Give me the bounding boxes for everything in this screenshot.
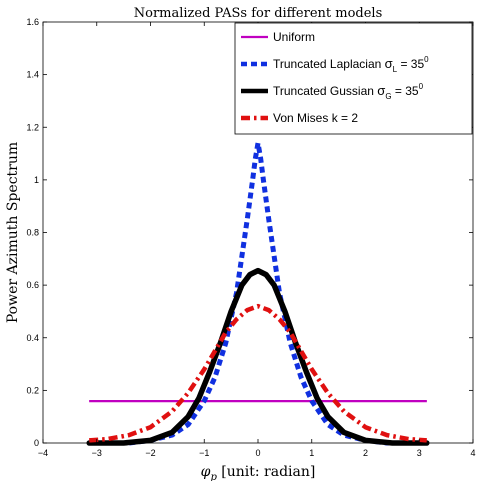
y-axis-label: Power Azimuth Spectrum xyxy=(5,142,21,323)
x-tick-label: 4 xyxy=(470,448,475,458)
x-tick-label: −4 xyxy=(38,448,48,458)
y-axis-ticks: 0 0.2 0.4 0.6 0.8 1 1.2 1.4 1.6 xyxy=(26,17,473,448)
x-tick-label: −3 xyxy=(92,448,102,458)
y-tick-label: 1.2 xyxy=(26,122,39,132)
legend-label-3: Von Mises k = 2 xyxy=(273,111,358,125)
y-tick-label: 1.6 xyxy=(26,17,39,27)
y-tick-label: 1.4 xyxy=(26,70,39,80)
legend: Uniform Truncated Laplacian σL = 350 Trunc… xyxy=(234,22,473,135)
y-tick-label: 0 xyxy=(34,438,39,448)
series-line-3 xyxy=(89,303,427,443)
y-tick-label: 0.8 xyxy=(26,228,39,238)
y-tick-label: 1 xyxy=(34,175,39,185)
x-axis-ticks: −4 −3 −2 −1 0 1 2 3 4 xyxy=(38,22,476,458)
x-tick-label: 3 xyxy=(417,448,422,458)
y-tick-label: 0.2 xyxy=(26,385,39,395)
x-tick-label: −1 xyxy=(199,448,209,458)
x-tick-label: 1 xyxy=(309,448,314,458)
legend-label-0: Uniform xyxy=(273,30,315,44)
legend-label-2: Truncated Gussian σG = 350 xyxy=(273,82,424,101)
series-layer xyxy=(86,140,430,446)
series-line-1 xyxy=(89,140,427,446)
x-axis-label-unit: [unit: radian] xyxy=(217,464,316,480)
x-axis-label: φp [unit: radian] xyxy=(201,464,316,481)
x-axis-label-subscript: p xyxy=(210,472,217,481)
legend-label-1: Truncated Laplacian σL = 350 xyxy=(273,55,429,74)
chart-title: Normalized PASs for different models xyxy=(134,6,383,21)
x-tick-label: −2 xyxy=(145,448,155,458)
legend-items: Uniform Truncated Laplacian σL = 350 Trunc… xyxy=(241,30,429,125)
y-tick-label: 0.6 xyxy=(26,280,39,290)
legend-box xyxy=(234,22,473,135)
x-axis-label-symbol: φ xyxy=(201,464,211,480)
x-tick-label: 2 xyxy=(363,448,368,458)
x-tick-label: 0 xyxy=(255,448,260,458)
y-tick-label: 0.4 xyxy=(26,333,39,343)
series-line-2 xyxy=(86,267,430,446)
